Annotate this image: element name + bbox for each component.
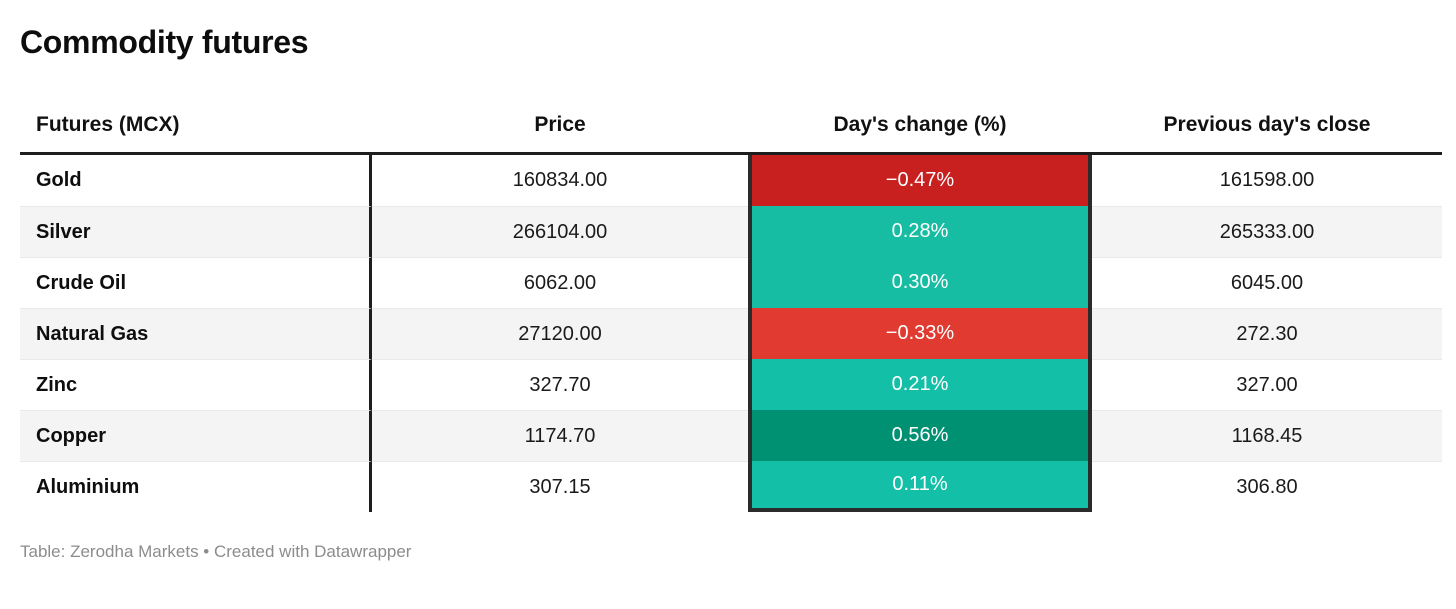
futures-name-cell: Gold: [20, 155, 372, 206]
futures-name-cell: Silver: [20, 206, 372, 257]
column-header-days-change: Day's change (%): [833, 112, 1007, 136]
column-header-price: Price: [534, 112, 586, 136]
change-cell: −0.47%: [748, 155, 1092, 206]
futures-name-cell: Aluminium: [20, 461, 372, 512]
futures-name-cell: Natural Gas: [20, 308, 372, 359]
futures-name-cell: Crude Oil: [20, 257, 372, 308]
commodity-futures-table: Futures (MCX) Price Day's change (%) Pre…: [20, 97, 1442, 512]
price-cell: 27120.00: [372, 308, 748, 359]
column-header-futures: Futures (MCX): [36, 112, 180, 136]
table-row-natural-gas: Natural Gas 27120.00 −0.33% 272.30: [20, 308, 1442, 359]
prev-close-cell: 1168.45: [1092, 410, 1442, 461]
table-row-copper: Copper 1174.70 0.56% 1168.45: [20, 410, 1442, 461]
change-cell: 0.56%: [748, 410, 1092, 461]
prev-close-cell: 6045.00: [1092, 257, 1442, 308]
table-row-crude-oil: Crude Oil 6062.00 0.30% 6045.00: [20, 257, 1442, 308]
change-cell: 0.21%: [748, 359, 1092, 410]
price-cell: 1174.70: [372, 410, 748, 461]
change-cell: 0.28%: [748, 206, 1092, 257]
change-cell: −0.33%: [748, 308, 1092, 359]
prev-close-cell: 306.80: [1092, 461, 1442, 512]
page-title: Commodity futures: [20, 24, 309, 60]
futures-name-cell: Zinc: [20, 359, 372, 410]
futures-name-cell: Copper: [20, 410, 372, 461]
price-cell: 266104.00: [372, 206, 748, 257]
price-cell: 327.70: [372, 359, 748, 410]
table-source-attribution: Table: Zerodha Markets • Created with Da…: [20, 542, 412, 561]
prev-close-cell: 161598.00: [1219, 169, 1315, 191]
commodity-futures-page: Commodity futures Futures (MCX) Price Da…: [20, 24, 1442, 561]
change-cell: 0.30%: [748, 257, 1092, 308]
prev-close-cell: 327.00: [1092, 359, 1442, 410]
prev-close-cell: 265333.00: [1092, 206, 1442, 257]
column-header-prev-close: Previous day's close: [1163, 112, 1371, 136]
price-cell: 307.15: [372, 461, 748, 512]
change-cell: 0.11%: [748, 461, 1092, 512]
table-header-row: Futures (MCX) Price Day's change (%) Pre…: [20, 97, 1442, 155]
price-cell: 160834.00: [512, 169, 608, 191]
table-row-aluminium: Aluminium 307.15 0.11% 306.80: [20, 461, 1442, 512]
table-body: Gold 160834.00 −0.47% 161598.00 Silver 2…: [20, 155, 1442, 512]
prev-close-cell: 272.30: [1092, 308, 1442, 359]
table-row-gold: Gold 160834.00 −0.47% 161598.00: [20, 155, 1442, 206]
table-row-zinc: Zinc 327.70 0.21% 327.00: [20, 359, 1442, 410]
table-row-silver: Silver 266104.00 0.28% 265333.00: [20, 206, 1442, 257]
price-cell: 6062.00: [372, 257, 748, 308]
